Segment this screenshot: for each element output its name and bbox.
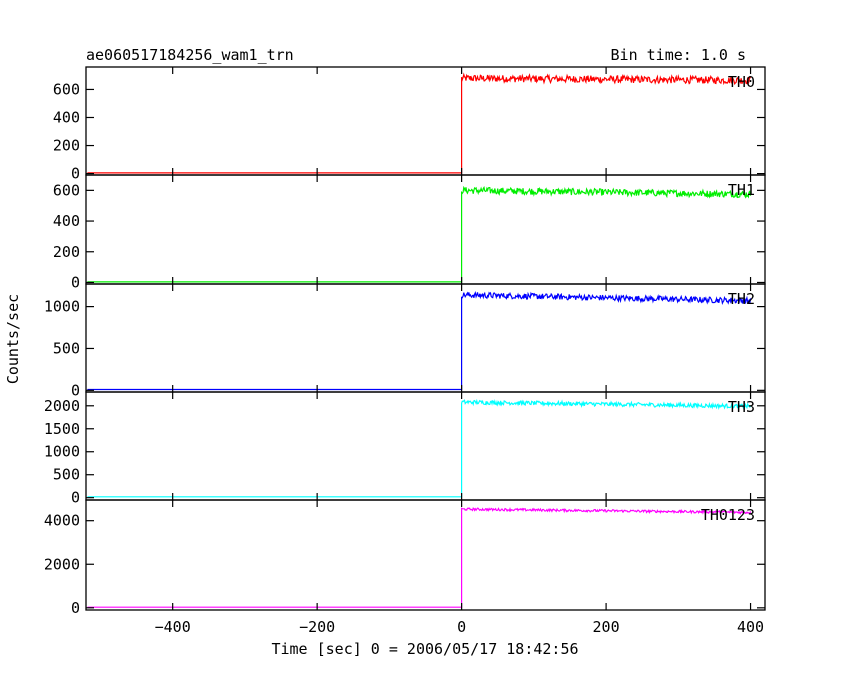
x-tick-label: 400 — [737, 618, 764, 636]
series-line-th1 — [87, 185, 752, 283]
bin-time-label: Bin time: 1.0 s — [611, 46, 746, 64]
series-label-th0: TH0 — [728, 73, 755, 91]
x-tick-label: 200 — [593, 618, 620, 636]
y-tick-label: 4000 — [44, 512, 80, 530]
series-line-th2 — [87, 290, 752, 391]
y-tick-label: 1500 — [44, 420, 80, 438]
y-tick-label: 600 — [53, 80, 80, 98]
panel-th3: 0 500 1000 1500 2000 TH3 — [44, 391, 766, 507]
y-tick-label: 0 — [71, 273, 80, 291]
series-label-th0123: TH0123 — [701, 506, 755, 524]
x-axis-label: Time [sec] 0 = 2006/05/17 18:42:56 — [271, 640, 578, 658]
y-axis-label: Counts/sec — [4, 294, 22, 384]
x-tick-label: −400 — [155, 618, 191, 636]
y-tick-label: 1000 — [44, 298, 80, 316]
panel-frame — [85, 391, 766, 501]
y-tick-label: 0 — [71, 489, 80, 507]
x-tick-label: 0 — [457, 618, 466, 636]
y-tick-label: 500 — [53, 466, 80, 484]
y-tick-label: 400 — [53, 212, 80, 230]
series-label-th3: TH3 — [728, 398, 755, 416]
x-tick-label: −200 — [299, 618, 335, 636]
y-tick-label: 0 — [71, 599, 80, 617]
y-tick-label: 200 — [53, 243, 80, 261]
panel-th2: 0 500 1000 TH2 — [44, 283, 766, 399]
chart-title: ae060517184256_wam1_trn — [86, 46, 294, 64]
panel-th0: 0 200 400 600 TH0 — [53, 66, 766, 183]
y-tick-label: 600 — [53, 181, 80, 199]
y-tick-label: 500 — [53, 339, 80, 357]
series-line-th3 — [87, 398, 751, 498]
series-line-th0123 — [87, 506, 752, 608]
y-tick-label: 2000 — [44, 397, 80, 415]
series-line-th0 — [87, 72, 752, 174]
series-label-th1: TH1 — [728, 181, 755, 199]
x-axis: −400 −200 0 200 400 — [155, 618, 764, 636]
y-tick-label: 400 — [53, 108, 80, 126]
panels: 0 200 400 600 TH0 0 200 400 600 TH1 0 500 1000 TH2 0 50… — [44, 66, 766, 617]
y-tick-label: 0 — [71, 381, 80, 399]
y-tick-label: 1000 — [44, 443, 80, 461]
panel-frame — [85, 283, 766, 393]
series-label-th2: TH2 — [728, 290, 755, 308]
y-tick-label: 2000 — [44, 555, 80, 573]
panel-frame — [85, 66, 766, 176]
y-tick-label: 200 — [53, 137, 80, 155]
y-tick-label: 0 — [71, 165, 80, 183]
panel-th1: 0 200 400 600 TH1 — [53, 174, 766, 291]
panel-th0123: 0 2000 4000 TH0123 — [44, 499, 766, 617]
panel-frame — [85, 499, 766, 611]
